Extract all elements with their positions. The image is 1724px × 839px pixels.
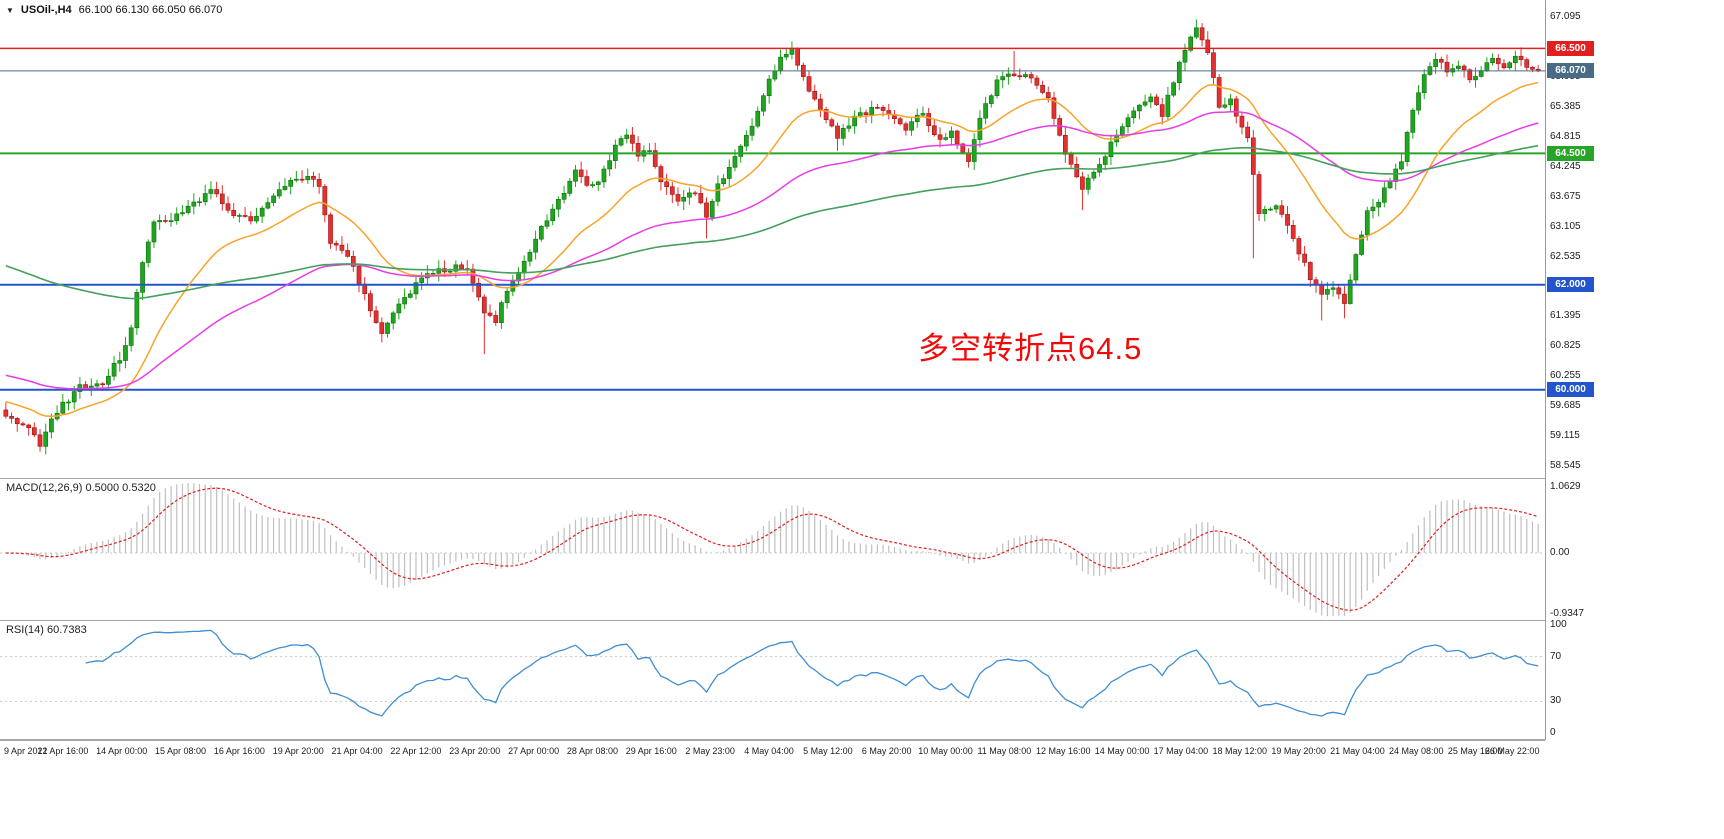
time-axis-label: 19 Apr 20:00	[272, 746, 324, 756]
main-chart-canvas[interactable]	[0, 0, 1545, 478]
symbol-label: USOil-,H4	[20, 4, 72, 16]
candles-group	[3, 19, 1541, 455]
time-axis-label: 12 May 16:00	[1035, 746, 1091, 756]
macd-axis-label: -0.9347	[1550, 608, 1584, 619]
time-axis-label: 27 Apr 00:00	[508, 746, 560, 756]
macd-signal-line	[5, 487, 1539, 612]
price-tag: 66.500	[1547, 40, 1594, 56]
time-axis-label: 14 Apr 00:00	[96, 746, 148, 756]
time-axis-label: 25 May 16:00	[1447, 746, 1503, 756]
price-axis[interactable]: 67.09566.52565.95565.38564.81564.24563.6…	[1545, 0, 1724, 740]
annotation-text[interactable]: 多空转折点64.5	[918, 331, 1143, 366]
time-axis-label: 14 May 00:00	[1094, 746, 1150, 756]
chart-title: ▼ USOil-,H4 66.100 66.130 66.050 66.070	[6, 4, 222, 16]
panel-separator[interactable]	[0, 478, 1545, 479]
panel-separator[interactable]	[0, 620, 1545, 621]
rsi-axis-label: 0	[1550, 727, 1556, 738]
moving-averages-group	[5, 81, 1539, 417]
time-axis-label: 16 Apr 16:00	[213, 746, 265, 756]
rsi-axis-label: 30	[1550, 695, 1562, 707]
ma-slow-green	[5, 144, 1539, 300]
rsi-panel-canvas[interactable]	[0, 621, 1545, 739]
macd-panel-canvas[interactable]	[0, 479, 1545, 620]
price-axis-label: 59.115	[1550, 430, 1580, 442]
time-axis-label: 10 May 00:00	[918, 746, 973, 756]
time-axis[interactable]: 9 Apr 2021 12 Apr 16:00 14 Apr 00:00 15 Apr…	[0, 740, 1545, 766]
time-axis-label: 29 Apr 16:00	[625, 746, 677, 756]
price-axis-label: 64.245	[1550, 160, 1581, 172]
price-axis-label: 60.255	[1550, 370, 1581, 382]
time-axis-label: 17 May 04:00	[1153, 746, 1209, 756]
time-axis-label: 15 Apr 08:00	[155, 746, 207, 756]
time-axis-label: 22 Apr 12:00	[390, 746, 442, 756]
levels-group	[0, 47, 1545, 391]
price-tag: 62.000	[1547, 277, 1594, 293]
rsi-line	[85, 629, 1539, 717]
price-axis-label: 64.815	[1550, 130, 1581, 142]
price-axis-label: 58.545	[1550, 460, 1581, 472]
time-axis-label: 19 May 20:00	[1271, 746, 1326, 756]
ohlc-values: 66.100 66.130 66.050 66.070	[78, 4, 223, 16]
rsi-axis-label: 100	[1550, 619, 1567, 630]
macd-axis-label: 1.0629	[1550, 481, 1581, 492]
time-axis-label: 9 Apr 2021	[4, 746, 48, 756]
symbol-dropdown-icon[interactable]: ▼	[6, 5, 14, 15]
macd-indicator-label: MACD(12,26,9) 0.5000 0.5320	[6, 482, 156, 494]
price-axis-label: 65.385	[1550, 100, 1581, 112]
time-axis-label: 21 Apr 04:00	[331, 746, 383, 756]
price-axis-label: 67.095	[1550, 11, 1581, 23]
current-price-tag: 66.070	[1547, 63, 1594, 79]
rsi-indicator-label: RSI(14) 60.7383	[6, 624, 87, 636]
time-axis-label: 24 May 08:00	[1389, 746, 1444, 756]
time-axis-label: 28 Apr 08:00	[566, 746, 618, 756]
price-axis-label: 63.105	[1550, 220, 1581, 232]
ma-mid-magenta	[5, 110, 1539, 390]
ma-fast-orange	[5, 81, 1539, 417]
rsi-axis-label: 70	[1550, 650, 1562, 662]
macd-histogram	[10, 483, 1539, 617]
price-tag: 64.500	[1547, 145, 1594, 161]
price-axis-label: 60.825	[1550, 340, 1581, 352]
time-axis-label: 18 May 12:00	[1212, 746, 1268, 756]
price-axis-label: 63.675	[1550, 190, 1581, 202]
time-axis-label: 26 May 22:00	[1484, 746, 1540, 756]
time-axis-label: 21 May 04:00	[1330, 746, 1385, 756]
price-axis-label: 61.395	[1550, 310, 1581, 322]
time-axis-label: 2 May 23:00	[685, 746, 735, 756]
time-axis-label: 4 May 04:00	[744, 746, 794, 756]
time-axis-label: 23 Apr 20:00	[449, 746, 501, 756]
time-axis-label: 11 May 08:00	[977, 746, 1032, 756]
time-axis-label: 5 May 12:00	[803, 746, 853, 756]
price-axis-label: 62.535	[1550, 250, 1581, 262]
rsi-guides	[0, 656, 1545, 702]
panel-separator[interactable]	[0, 739, 1545, 740]
time-axis-label: 6 May 20:00	[861, 746, 912, 756]
time-axis-label: 12 Apr 16:00	[37, 746, 89, 756]
price-axis-label: 59.685	[1550, 400, 1581, 412]
macd-axis-label: 0.00	[1550, 547, 1570, 558]
price-tag: 60.000	[1547, 382, 1594, 398]
